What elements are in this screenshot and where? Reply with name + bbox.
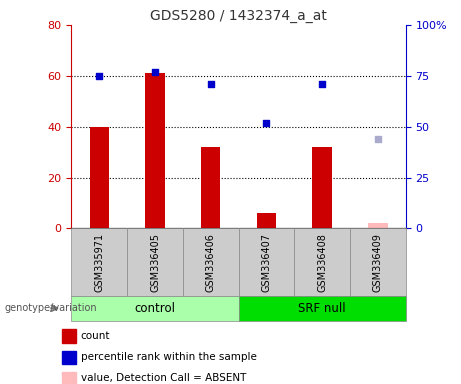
Text: SRF null: SRF null	[298, 302, 346, 314]
Text: count: count	[81, 331, 110, 341]
Text: GSM336407: GSM336407	[261, 233, 272, 292]
Point	[319, 81, 326, 87]
Text: control: control	[135, 302, 176, 314]
Point	[151, 69, 159, 75]
Bar	[257, 213, 276, 228]
Text: GSM336409: GSM336409	[373, 233, 383, 292]
Bar	[145, 73, 165, 228]
Point	[95, 73, 103, 79]
Point	[374, 136, 382, 142]
Point	[263, 119, 270, 126]
Bar	[313, 147, 332, 228]
Text: value, Detection Call = ABSENT: value, Detection Call = ABSENT	[81, 373, 246, 383]
Title: GDS5280 / 1432374_a_at: GDS5280 / 1432374_a_at	[150, 8, 327, 23]
Text: genotype/variation: genotype/variation	[5, 303, 97, 313]
Bar	[89, 127, 109, 228]
Text: percentile rank within the sample: percentile rank within the sample	[81, 352, 257, 362]
Bar	[368, 223, 388, 228]
Point	[207, 81, 214, 87]
Bar	[201, 147, 220, 228]
Text: GSM336408: GSM336408	[317, 233, 327, 292]
Text: GSM335971: GSM335971	[95, 233, 104, 292]
Text: GSM336406: GSM336406	[206, 233, 216, 292]
Text: GSM336405: GSM336405	[150, 233, 160, 292]
